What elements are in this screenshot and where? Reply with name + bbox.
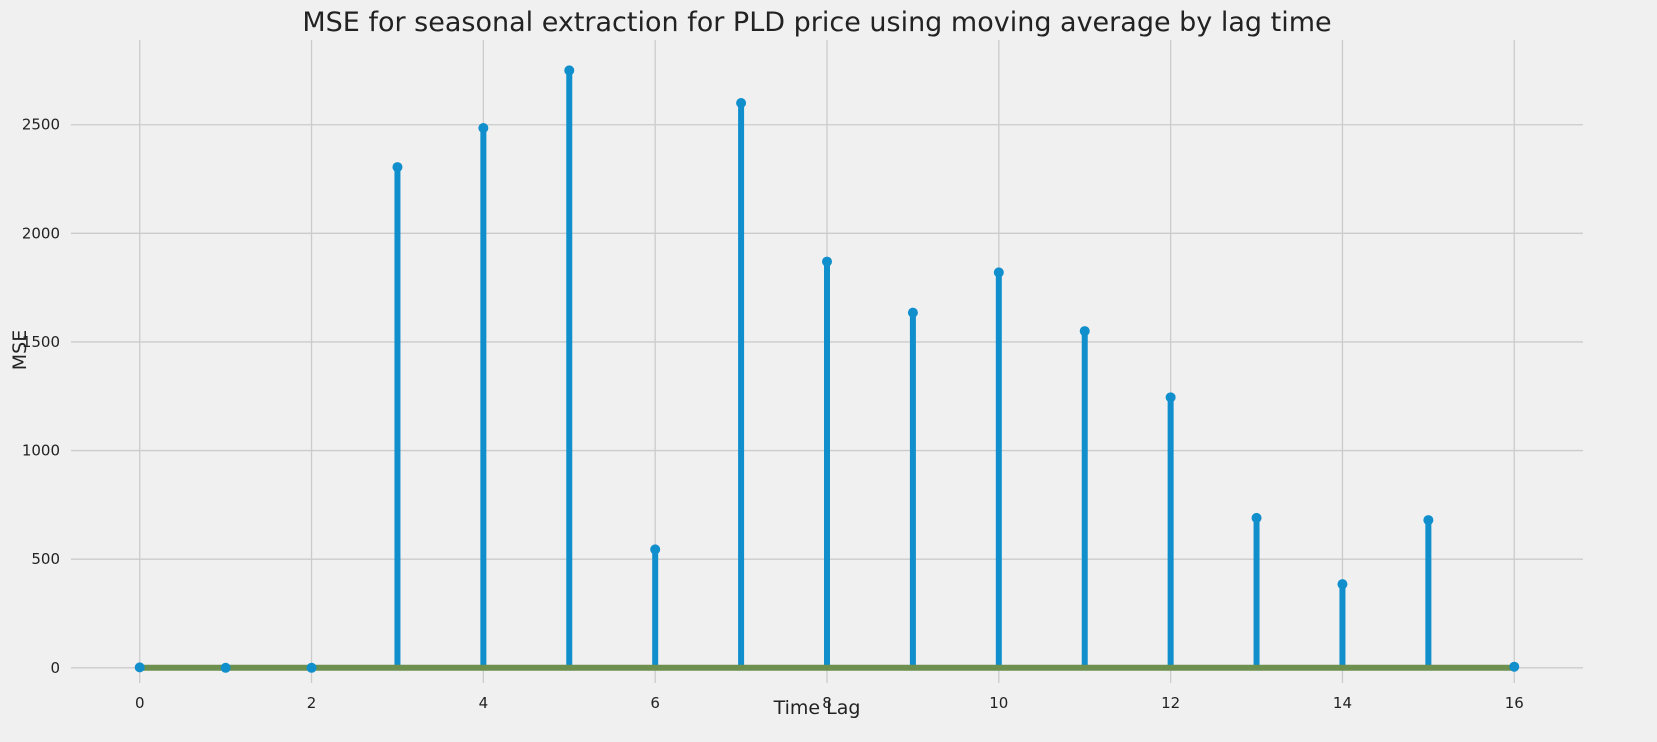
y-tick-label: 500 <box>31 550 60 568</box>
stem-marker <box>1337 579 1348 590</box>
stem-marker <box>134 662 145 673</box>
stem-marker <box>392 162 403 173</box>
y-axis-label: MSE <box>9 330 31 370</box>
markers <box>134 65 1520 673</box>
x-tick-label: 16 <box>1505 694 1524 712</box>
chart-title: MSE for seasonal extraction for PLD pric… <box>302 7 1331 38</box>
x-tick-label: 14 <box>1333 694 1352 712</box>
stem-marker <box>1079 326 1090 337</box>
stem-marker <box>478 122 489 133</box>
stem-marker <box>993 267 1004 278</box>
stem-marker <box>564 65 575 76</box>
x-tick-label: 0 <box>135 694 145 712</box>
x-axis-label: Time Lag <box>773 697 861 719</box>
stem-marker <box>736 97 747 108</box>
x-tick-label: 8 <box>822 694 832 712</box>
stem-marker <box>1165 392 1176 403</box>
y-tick-label: 1000 <box>22 442 60 460</box>
y-tick-label: 2000 <box>22 224 60 242</box>
stem-marker <box>1509 661 1520 672</box>
stems <box>136 70 1518 668</box>
y-tick-label: 0 <box>50 659 60 677</box>
stem-marker <box>1423 515 1434 526</box>
x-tick-label: 6 <box>650 694 660 712</box>
stem-marker <box>650 544 661 555</box>
stem-marker <box>220 662 231 673</box>
y-tick-label: 2500 <box>22 116 60 134</box>
y-tick-label: 1500 <box>22 333 60 351</box>
x-tick-label: 4 <box>479 694 489 712</box>
x-tick-label: 10 <box>989 694 1008 712</box>
x-tick-label: 12 <box>1161 694 1180 712</box>
x-tick-label: 2 <box>307 694 317 712</box>
stem-marker <box>306 662 317 673</box>
tick-labels: 0 2 4 6 8 10 12 14 16 0 500 1000 1500 2000 2500 <box>22 116 1524 712</box>
stem-marker <box>907 307 918 318</box>
stem-marker <box>1251 512 1262 523</box>
stem-marker <box>822 256 832 267</box>
